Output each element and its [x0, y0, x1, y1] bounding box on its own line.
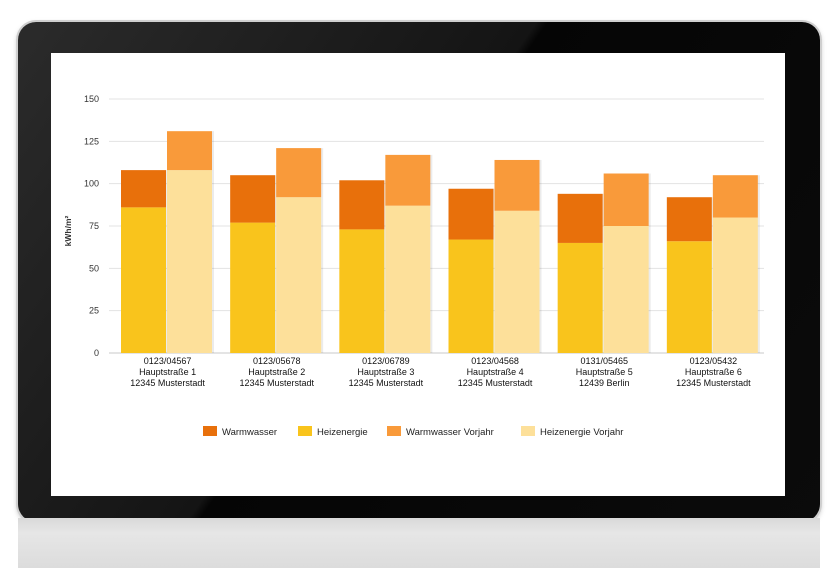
x-tick-label: Hauptstraße 3: [357, 367, 414, 377]
bar-warmwasser[interactable]: [230, 175, 276, 223]
x-tick-label: 0123/05432: [690, 356, 738, 366]
bar-warmwasser-vorjahr[interactable]: [167, 131, 212, 171]
x-tick-label: 0123/05678: [253, 356, 301, 366]
x-tick-label: 0131/05465: [580, 356, 628, 366]
y-tick-label: 125: [84, 136, 99, 146]
bar-warmwasser-vorjahr[interactable]: [385, 154, 431, 206]
x-tick-label: Hauptstraße 4: [467, 367, 524, 377]
grid-lines: [109, 98, 764, 354]
legend-label[interactable]: Warmwasser Vorjahr: [406, 427, 494, 438]
x-tick-label: 0123/04567: [144, 356, 192, 366]
bar-heizenergie[interactable]: [121, 207, 166, 353]
x-tick-label: 12345 Musterstadt: [239, 378, 314, 388]
y-tick-label: 0: [94, 348, 99, 358]
bar-shadow: [648, 173, 651, 353]
y-axis-label: kWh/m²: [63, 215, 73, 246]
bar-warmwasser[interactable]: [448, 188, 494, 240]
bar-heizenergie-vorjahr[interactable]: [167, 170, 212, 353]
legend-swatch[interactable]: [298, 426, 312, 436]
legend-swatch[interactable]: [521, 426, 535, 436]
bars: [121, 131, 760, 353]
legend-swatch[interactable]: [387, 426, 401, 436]
monitor-screen: 0 25 50 75 100 125 150 kWh/m² 0123/04567 Haupts…: [51, 53, 785, 496]
bar-heizenergie[interactable]: [339, 229, 385, 353]
legend-swatch[interactable]: [203, 426, 217, 436]
x-tick-label: Hauptstraße 5: [576, 367, 633, 377]
bar-warmwasser-vorjahr[interactable]: [494, 159, 540, 211]
y-tick-label: 25: [89, 306, 99, 316]
legend-label[interactable]: Heizenergie Vorjahr: [540, 427, 623, 438]
x-tick-label: 12345 Musterstadt: [349, 378, 424, 388]
bar-heizenergie-vorjahr[interactable]: [276, 197, 322, 353]
bar-warmwasser[interactable]: [557, 193, 603, 243]
bar-shadow: [212, 131, 214, 353]
bar-heizenergie-vorjahr[interactable]: [603, 226, 649, 353]
x-tick-label: Hauptstraße 2: [248, 367, 305, 377]
x-tick-label: Hauptstraße 6: [685, 367, 742, 377]
bar-shadow: [321, 148, 324, 353]
y-tick-label: 50: [89, 263, 99, 273]
bar-shadow: [757, 175, 760, 353]
bar-heizenergie-vorjahr[interactable]: [385, 205, 431, 353]
x-tick-label: 12345 Musterstadt: [676, 378, 751, 388]
legend-label[interactable]: Warmwasser: [222, 427, 277, 438]
bar-heizenergie[interactable]: [448, 239, 494, 353]
bar-heizenergie-vorjahr[interactable]: [712, 217, 758, 353]
bar-warmwasser[interactable]: [339, 180, 385, 230]
x-tick-label: 0123/04568: [471, 356, 519, 366]
x-tick-label: Hauptstraße 1: [139, 367, 196, 377]
bar-warmwasser[interactable]: [666, 197, 712, 242]
bar-heizenergie[interactable]: [557, 242, 603, 353]
bar-heizenergie-vorjahr[interactable]: [494, 210, 540, 353]
bar-heizenergie[interactable]: [666, 241, 712, 353]
bar-warmwasser-vorjahr[interactable]: [603, 173, 649, 226]
y-tick-label: 75: [89, 221, 99, 231]
legend-label[interactable]: Heizenergie: [317, 427, 368, 438]
monitor-stand: [18, 518, 820, 568]
bar-warmwasser-vorjahr[interactable]: [276, 148, 322, 198]
legend[interactable]: Warmwasser Heizenergie Warmwasser Vorjahr H…: [203, 426, 623, 438]
x-tick-label: 12345 Musterstadt: [458, 378, 533, 388]
x-tick-label: 12439 Berlin: [579, 378, 630, 388]
bar-shadow: [539, 159, 542, 353]
bar-warmwasser-vorjahr[interactable]: [712, 175, 758, 218]
bar-shadow: [430, 154, 433, 353]
x-tick-label: 12345 Musterstadt: [130, 378, 205, 388]
bar-warmwasser[interactable]: [121, 170, 166, 208]
y-axis-ticks: 0 25 50 75 100 125 150: [84, 94, 99, 358]
bar-heizenergie[interactable]: [230, 222, 276, 353]
y-tick-label: 150: [84, 94, 99, 104]
y-tick-label: 100: [84, 179, 99, 189]
x-tick-label: 0123/06789: [362, 356, 410, 366]
